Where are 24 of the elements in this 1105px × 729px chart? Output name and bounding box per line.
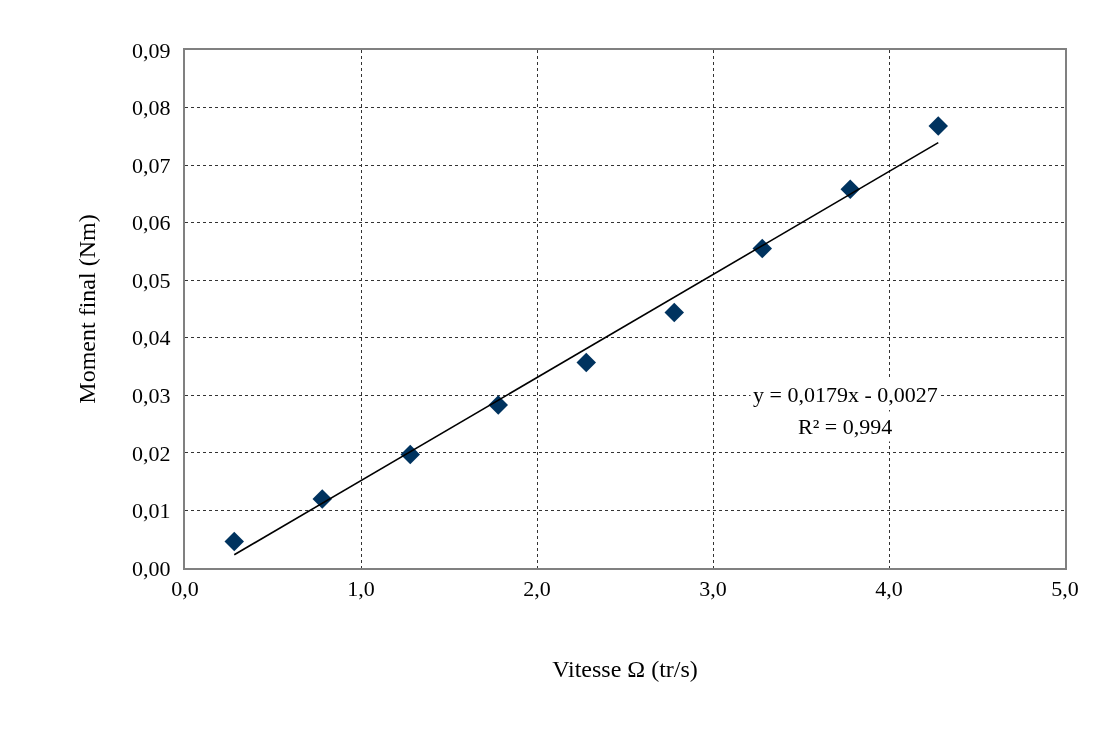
point: [928, 116, 949, 136]
x-tick-label: 4,0: [875, 576, 903, 602]
y-tick-label: 0,05: [132, 267, 171, 293]
y-tick-label: 0,02: [132, 440, 171, 466]
point: [576, 352, 597, 373]
x-tick-label: 0,0: [171, 576, 199, 602]
y-tick-label: 0,08: [132, 95, 171, 121]
x-axis-title: Vitesse Ω (tr/s): [552, 656, 698, 683]
x-tick-label: 5,0: [1051, 576, 1079, 602]
y-tick-label: 0,00: [132, 555, 171, 581]
y-axis-title: Moment final (Nm): [73, 214, 100, 404]
point: [664, 302, 685, 323]
y-tick-label: 0,01: [132, 498, 171, 524]
annotation: R² = 0,994: [798, 414, 893, 439]
annotation: y = 0,0179x - 0,0027: [753, 382, 938, 407]
y-tick-label: 0,06: [132, 210, 171, 236]
x-tick-label: 1,0: [347, 576, 375, 602]
y-tick-label: 0,09: [132, 37, 171, 63]
y-tick-label: 0,07: [132, 152, 171, 178]
x-tick-label: 3,0: [699, 576, 727, 602]
y-tick-label: 0,03: [132, 383, 171, 409]
x-tick-label: 2,0: [523, 576, 551, 602]
point: [224, 531, 245, 552]
y-tick-label: 0,04: [132, 325, 171, 351]
